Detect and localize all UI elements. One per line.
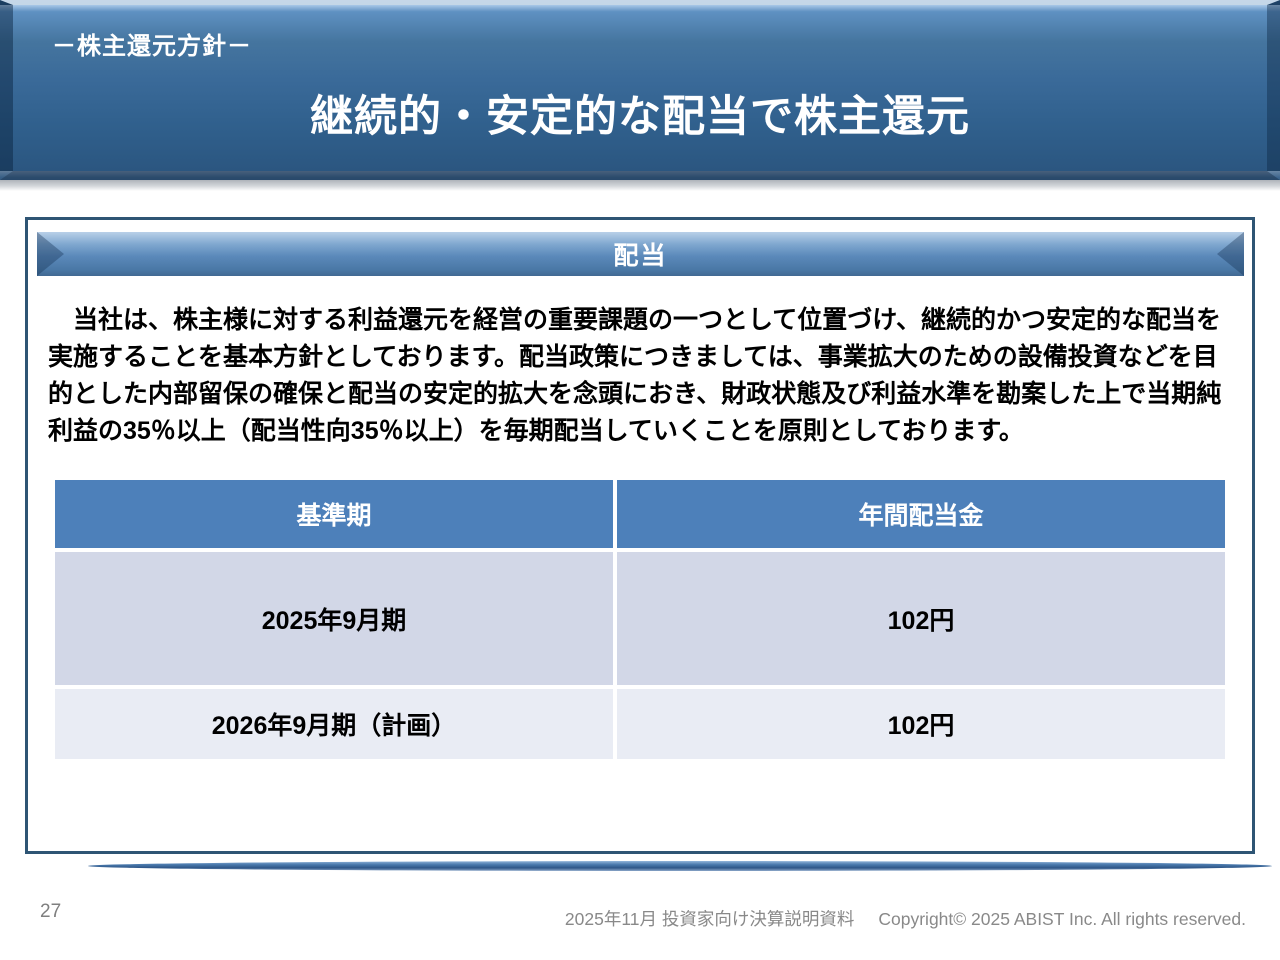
slide-title: 継続的・安定的な配当で株主還元: [310, 93, 970, 141]
dividend-policy-paragraph: 当社は、株主様に対する利益還元を経営の重要課題の一つとして位置づけ、継続的かつ安…: [48, 306, 1222, 445]
dividend-section-banner: 配当: [37, 232, 1244, 276]
slide-eyebrow: －株主還元方針－: [52, 33, 252, 60]
content-box: 配当 当社は、株主様に対する利益還元を経営の重要課題の一つとして位置づけ、継続的…: [25, 217, 1255, 854]
table-header-annual-dividend: 年間配当金: [617, 480, 1225, 548]
table-row: 2025年9月期 102円: [55, 552, 1225, 685]
page-number: 27: [40, 901, 62, 922]
table-cell-dividend-2026: 102円: [617, 689, 1225, 759]
dividend-table: 基準期 年間配当金 2025年9月期 102円 2026年9月期（計画） 102…: [55, 480, 1225, 759]
footer-copyright: Copyright© 2025 ABIST Inc. All rights re…: [878, 909, 1246, 929]
slide-title-band: [0, 0, 1280, 180]
slide-footer: 2025年11月 投資家向け決算説明資料 Copyright© 2025 ABIS…: [565, 906, 1246, 931]
footer-doc-label: 2025年11月 投資家向け決算説明資料: [564, 909, 855, 929]
decorative-divider: [88, 861, 1272, 871]
table-header-row: 基準期 年間配当金: [55, 480, 1225, 548]
table-header-base-period: 基準期: [55, 480, 613, 548]
table-cell-period-2026: 2026年9月期（計画）: [55, 689, 613, 759]
table-cell-dividend-2025: 102円: [617, 552, 1225, 685]
dividend-banner-label: 配当: [613, 242, 668, 270]
table-row: 2026年9月期（計画） 102円: [55, 689, 1225, 759]
table-cell-period-2025: 2025年9月期: [55, 552, 613, 685]
title-band-shadow: [0, 180, 1280, 191]
